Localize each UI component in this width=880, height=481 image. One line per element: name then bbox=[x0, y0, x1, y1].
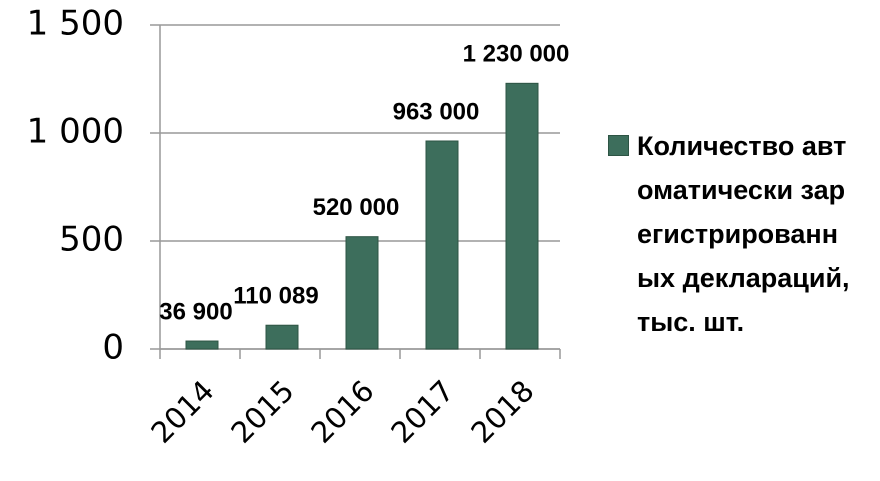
bar bbox=[345, 236, 379, 350]
data-label: 520 000 bbox=[313, 194, 400, 221]
legend-swatch bbox=[608, 135, 629, 156]
x-tick-label: 2017 bbox=[384, 374, 460, 450]
x-tick-label: 2016 bbox=[304, 374, 380, 450]
y-tick-label: 0 bbox=[102, 328, 124, 368]
legend-label: Количество автоматически зарегистрирован… bbox=[637, 131, 850, 337]
y-tick-label: 500 bbox=[59, 220, 124, 260]
bar bbox=[265, 324, 299, 350]
x-tick-label: 2015 bbox=[224, 374, 300, 450]
bar bbox=[185, 340, 219, 350]
x-tick-label: 2018 bbox=[464, 374, 540, 450]
bar bbox=[425, 140, 459, 350]
data-label: 110 089 bbox=[233, 283, 318, 310]
y-tick-label: 1 500 bbox=[27, 4, 124, 44]
data-label: 36 900 bbox=[159, 298, 232, 325]
data-label: 1 230 000 bbox=[463, 41, 570, 68]
y-tick-label: 1 000 bbox=[27, 112, 124, 152]
x-tick-label: 2014 bbox=[144, 374, 220, 450]
data-label: 963 000 bbox=[393, 98, 480, 125]
bar bbox=[505, 82, 539, 350]
legend: Количество автоматически зарегистрирован… bbox=[608, 124, 858, 344]
